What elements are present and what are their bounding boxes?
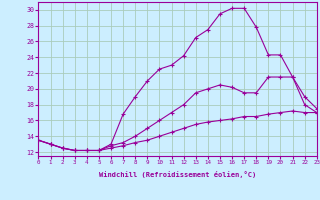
X-axis label: Windchill (Refroidissement éolien,°C): Windchill (Refroidissement éolien,°C) bbox=[99, 171, 256, 178]
